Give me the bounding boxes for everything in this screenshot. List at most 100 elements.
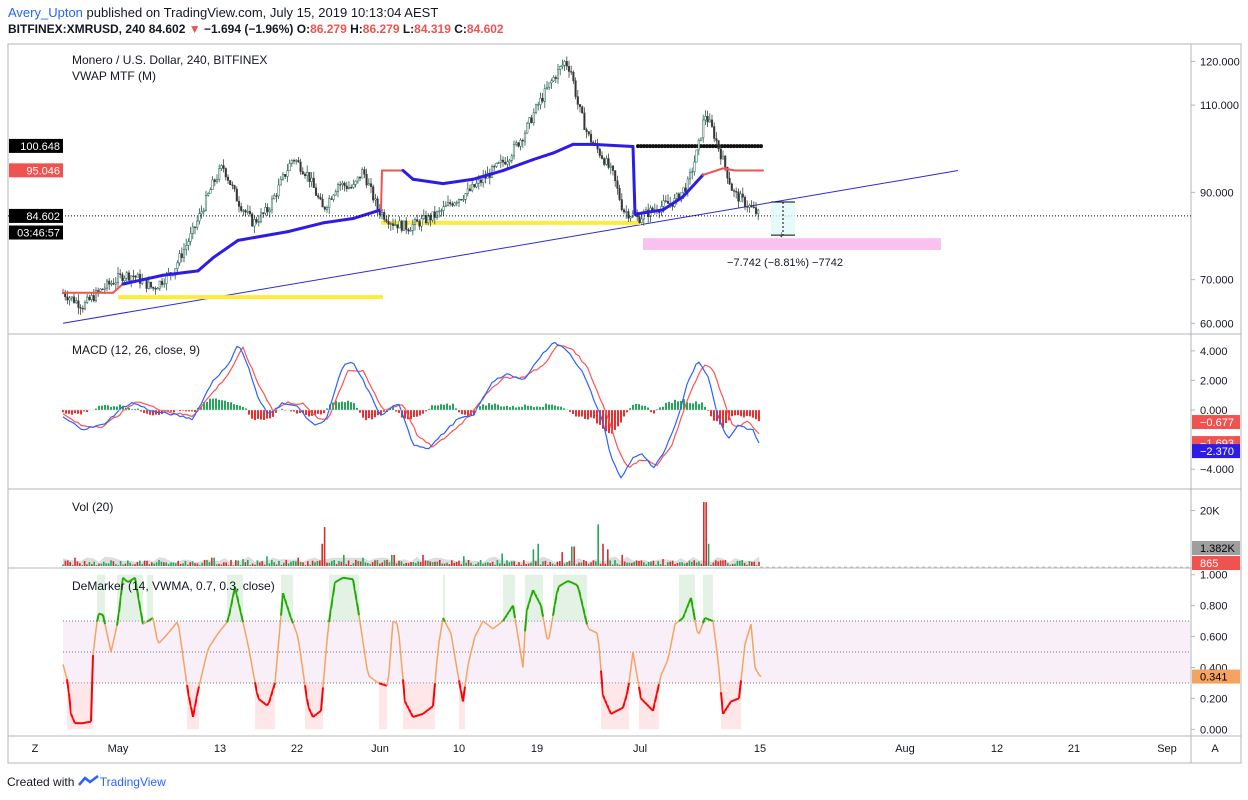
- volume-bar: [95, 564, 98, 566]
- tradingview-brand[interactable]: TradingView: [99, 775, 166, 789]
- y-tick-label: 60.000: [1200, 318, 1234, 330]
- oversold-shade: [419, 682, 421, 730]
- vwap-line: [351, 208, 383, 221]
- volume-bar: [719, 560, 722, 566]
- candle-body: [543, 88, 546, 102]
- demarker-line: [398, 635, 402, 658]
- oversold-shade: [385, 682, 387, 730]
- demarker-line: [304, 685, 308, 700]
- chart-canvas[interactable]: Monero / U.S. Dollar, 240, BITFINEX VWAP …: [0, 40, 1248, 770]
- demarker-line: [202, 661, 206, 670]
- demarker-line: [416, 714, 420, 717]
- macd-pane[interactable]: MACD (12, 26, close, 9) 4.000 2.000 0.000 −4…: [62, 341, 1240, 479]
- oversold-shade: [429, 682, 431, 730]
- macd-histogram-bar: [191, 410, 193, 412]
- overbought-shade: [571, 574, 573, 622]
- volume-pane[interactable]: Vol (20) 20K 1.382K 865: [62, 500, 1240, 570]
- demarker-value-label: 0.341: [1200, 672, 1228, 684]
- demarker-line: [158, 640, 162, 644]
- macd-histogram-bar: [545, 403, 547, 411]
- macd-histogram-bar: [131, 409, 133, 411]
- demarker-line: [144, 621, 148, 624]
- oversold-shade: [651, 682, 653, 730]
- price-pane[interactable]: Monero / U.S. Dollar, 240, BITFINEX VWAP …: [8, 53, 1240, 330]
- volume-bar: [508, 562, 511, 566]
- volume-bar: [170, 562, 172, 566]
- demarker-line: [334, 580, 338, 584]
- demarker-line: [666, 654, 670, 663]
- volume-ma-label: 1.382K: [1200, 543, 1236, 555]
- overbought-shade: [333, 574, 335, 622]
- time-axis[interactable]: Z May 13 22 Jun 10 19 Jul 15 Aug 12 21 Sep A: [32, 743, 1220, 755]
- volume-bar: [506, 560, 508, 566]
- overbought-shade: [531, 574, 533, 622]
- macd-histogram-bar: [599, 410, 601, 425]
- demarker-line: [676, 620, 680, 624]
- candle-body: [724, 155, 727, 168]
- oversold-shade: [267, 682, 269, 730]
- open-label: O:: [296, 22, 311, 36]
- demarker-line: [678, 618, 682, 622]
- indicator-title: VWAP MTF (M): [72, 69, 156, 83]
- demarker-line: [472, 636, 476, 645]
- demarker-line: [578, 589, 582, 599]
- candle-body: [158, 280, 161, 289]
- volume-bar: [547, 564, 549, 566]
- volume-bar: [179, 563, 182, 566]
- volume-bar: [268, 563, 271, 566]
- demarker-line: [718, 670, 722, 693]
- oversold-shade: [83, 682, 85, 730]
- volume-bar: [554, 564, 556, 566]
- candle-body: [156, 287, 159, 290]
- candle-body: [640, 218, 643, 223]
- candle-body: [471, 184, 474, 191]
- volume-bar: [131, 564, 134, 566]
- demarker-line: [752, 645, 756, 668]
- volume-bar: [616, 563, 619, 566]
- demarker-line: [246, 639, 250, 650]
- oversold-shade: [641, 682, 643, 730]
- volume-bar: [446, 562, 448, 566]
- demarker-line: [128, 579, 132, 583]
- demarker-line: [716, 651, 720, 671]
- macd-histogram-bar: [404, 410, 406, 419]
- demarker-line: [312, 714, 316, 718]
- oversold-shade: [645, 682, 647, 730]
- overbought-shade: [347, 574, 349, 622]
- volume-bar: [333, 560, 335, 566]
- resistance-dot: [735, 144, 739, 149]
- oversold-shade: [319, 682, 321, 730]
- candle-body: [374, 198, 377, 201]
- volume-bar: [499, 563, 501, 566]
- volume-bar: [758, 561, 760, 566]
- demarker-line: [104, 623, 108, 634]
- chart-frame: [7, 43, 1242, 764]
- macd-histogram-bar: [698, 404, 700, 411]
- demarker-line: [358, 615, 362, 629]
- high-label: H:: [350, 22, 363, 36]
- demarker-line: [494, 625, 498, 628]
- volume-bar: [314, 562, 316, 566]
- candle-body: [295, 160, 298, 162]
- resistance-dot: [741, 144, 745, 149]
- volume-bar: [727, 563, 729, 566]
- demarker-line: [600, 670, 604, 696]
- macd-histogram-bar: [173, 410, 175, 413]
- demarker-line: [200, 669, 204, 679]
- volume-bar: [590, 562, 592, 566]
- oversold-shade: [425, 682, 427, 730]
- candle-body: [90, 295, 93, 300]
- volume-bar: [107, 563, 110, 566]
- oversold-shade: [81, 682, 83, 730]
- author-link[interactable]: Avery_Upton: [8, 5, 83, 20]
- macd-histogram-bar: [617, 410, 619, 427]
- oversold-shade: [421, 682, 423, 730]
- volume-bar: [753, 561, 755, 566]
- macd-histogram-bar: [665, 402, 667, 411]
- demarker-line: [392, 620, 396, 623]
- macd-histogram-bar: [581, 410, 583, 417]
- macd-histogram-bar: [560, 406, 562, 411]
- measure-box: [643, 238, 941, 250]
- macd-histogram-bar: [74, 410, 76, 414]
